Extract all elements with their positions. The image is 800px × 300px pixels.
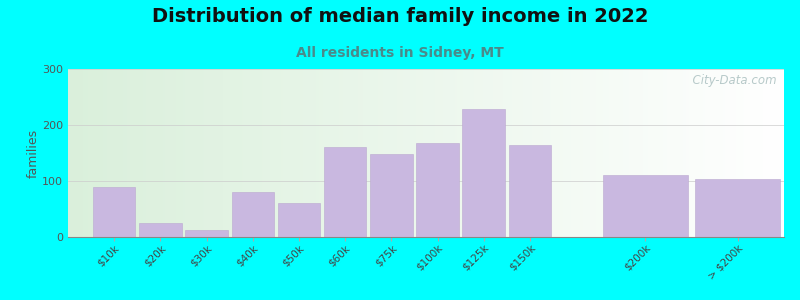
Bar (93, 187, 135, 237)
Bar (603, 176, 688, 237)
Bar (139, 223, 182, 237)
Bar (509, 145, 551, 237)
Text: Distribution of median family income in 2022: Distribution of median family income in … (152, 8, 648, 26)
Bar (278, 203, 320, 237)
Bar (370, 154, 413, 237)
Bar (186, 230, 228, 237)
Bar (324, 147, 366, 237)
Bar (462, 109, 505, 237)
Text: All residents in Sidney, MT: All residents in Sidney, MT (296, 46, 504, 61)
Bar (416, 143, 458, 237)
Bar (231, 192, 274, 237)
Bar (695, 179, 780, 237)
Text: City-Data.com: City-Data.com (686, 74, 777, 87)
Y-axis label: families: families (26, 128, 39, 178)
